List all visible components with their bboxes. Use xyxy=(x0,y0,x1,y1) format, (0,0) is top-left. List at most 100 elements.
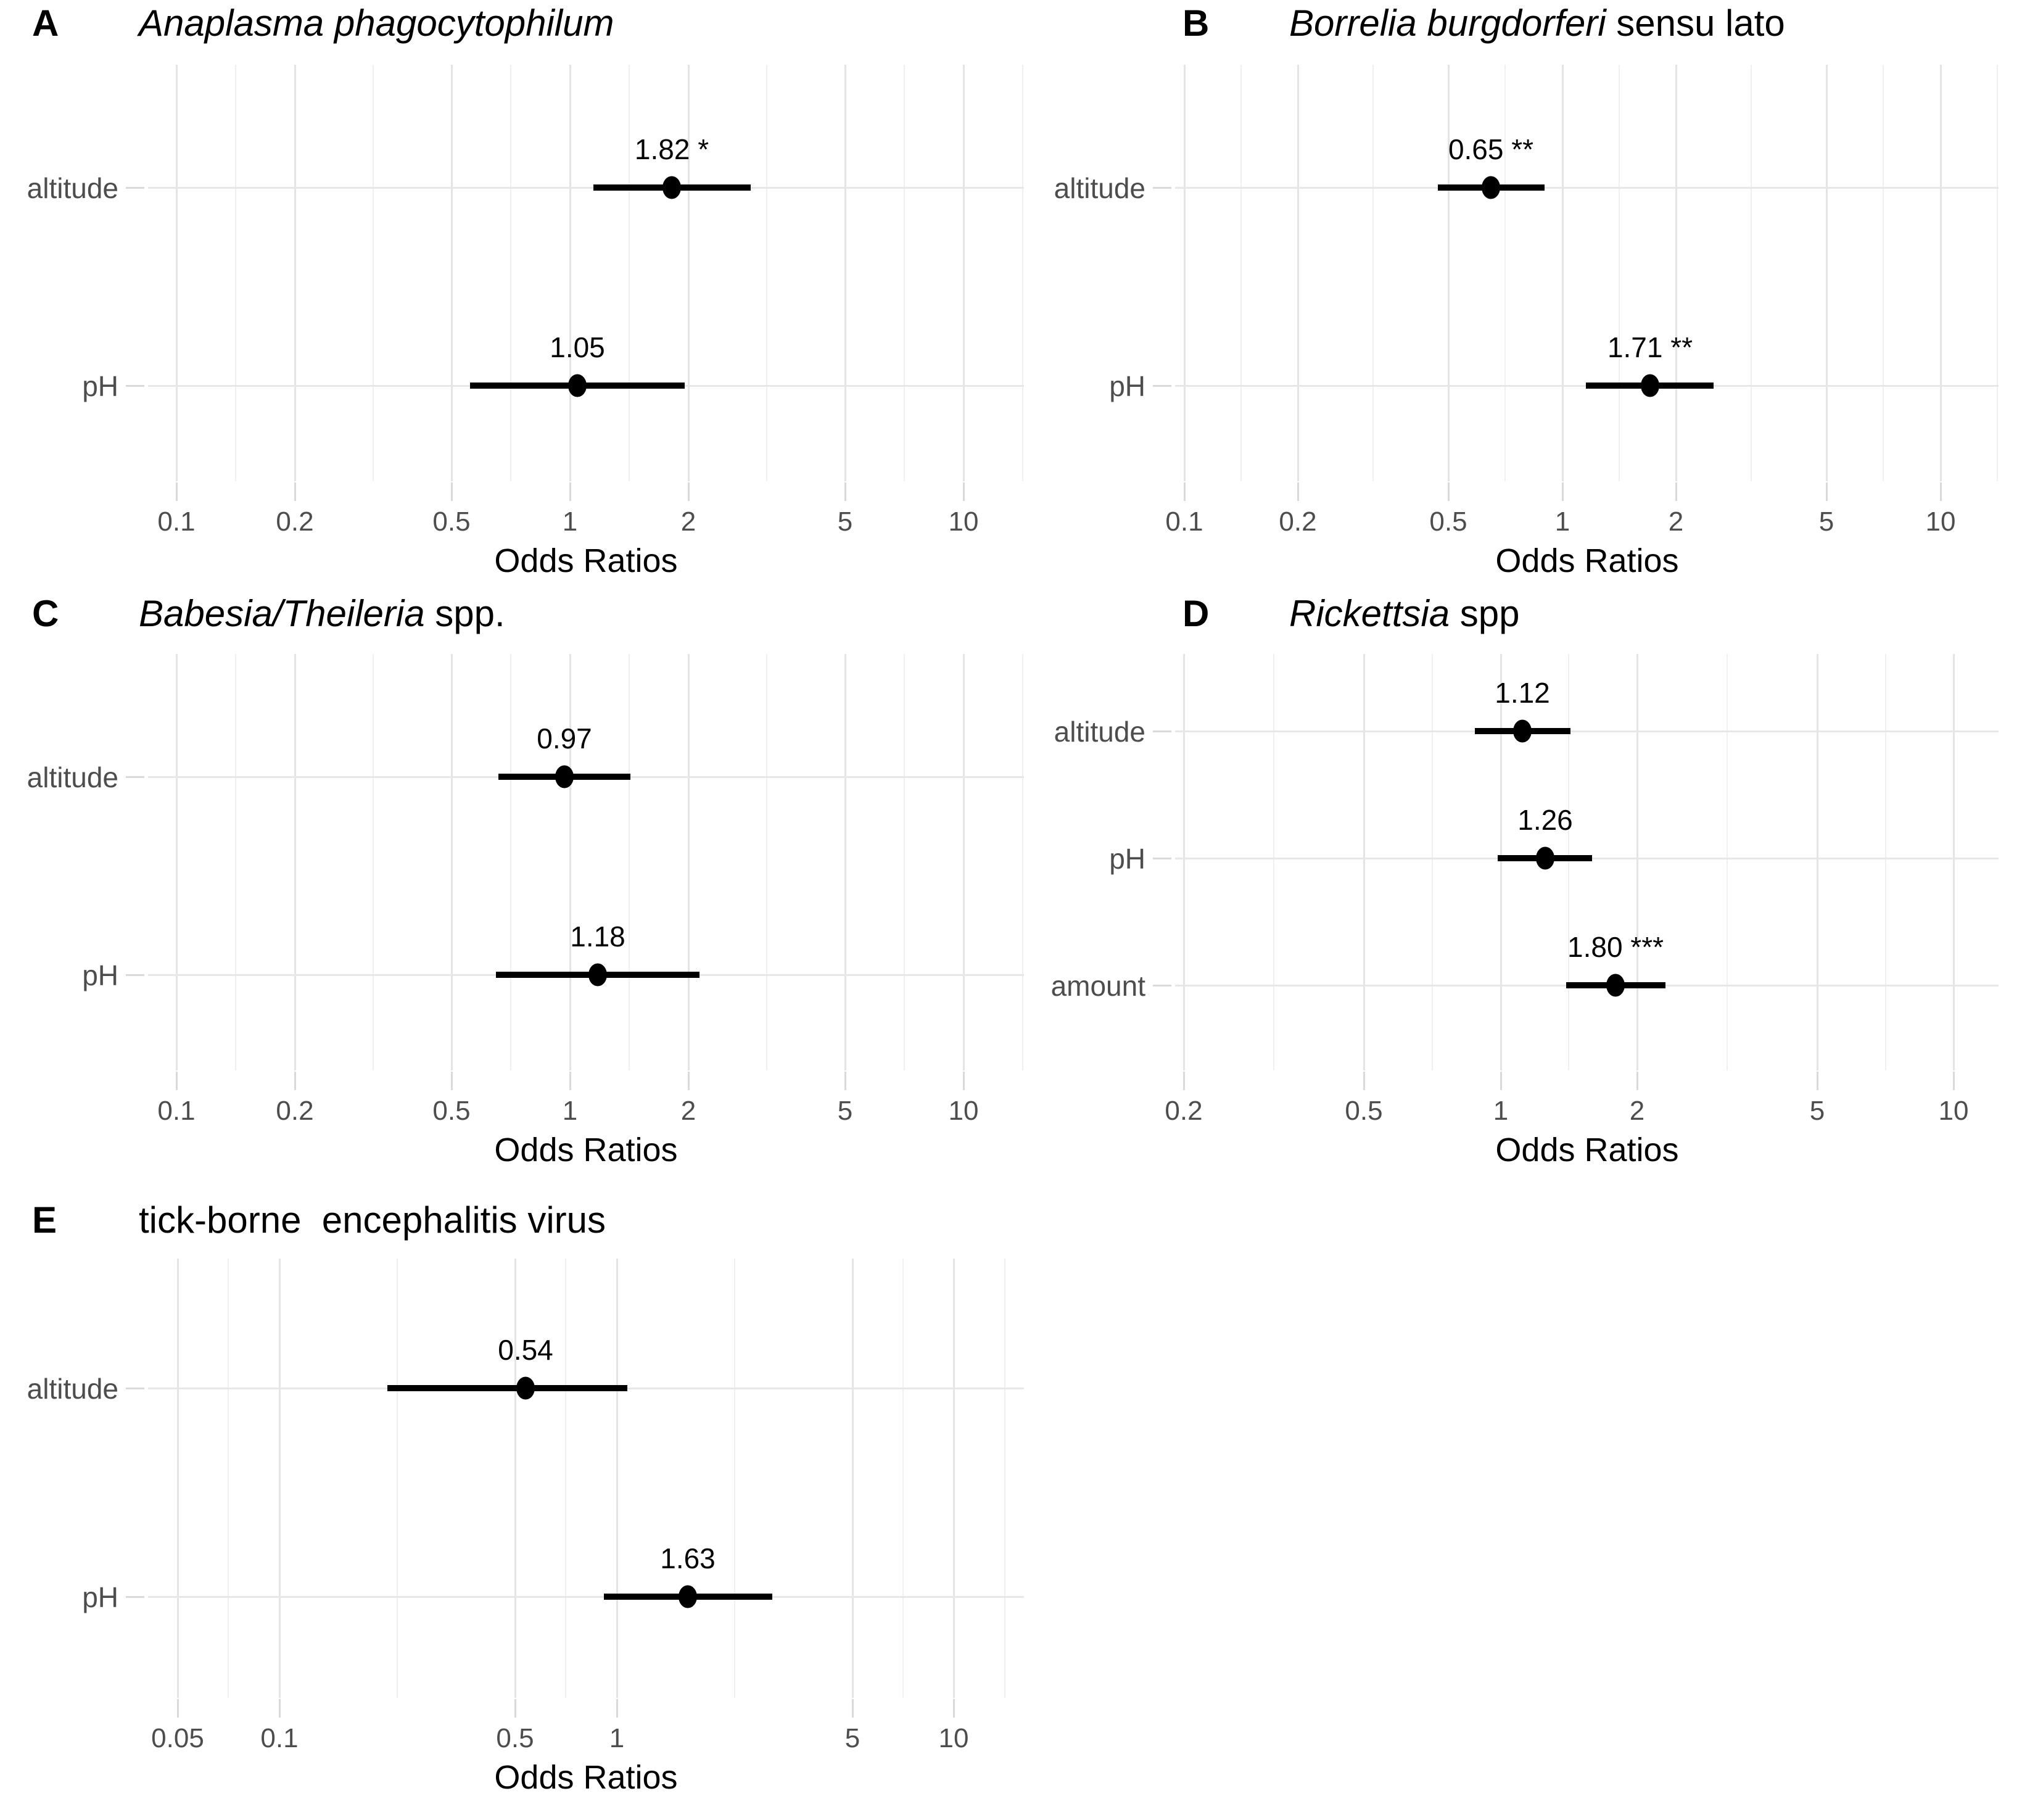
x-axis-tick xyxy=(844,482,846,501)
row-label: pH xyxy=(1109,370,1145,402)
gridline-x-major xyxy=(1297,65,1299,481)
x-axis-title: Odds Ratios xyxy=(1495,542,1679,579)
gridline-x-minor xyxy=(1883,65,1884,481)
panel-title: Babesia/Theileria spp. xyxy=(139,595,505,632)
x-axis-tick xyxy=(844,1072,846,1090)
point-estimate-dot xyxy=(555,765,574,788)
point-estimate-dot xyxy=(1536,846,1554,870)
gridline-x-major xyxy=(963,65,965,481)
x-tick-label: 0.1 xyxy=(260,1723,299,1753)
panel-title-segment: Anaplasma phagocytophilum xyxy=(139,2,614,44)
y-axis-tick xyxy=(1153,730,1171,732)
x-axis-title: Odds Ratios xyxy=(494,1759,678,1796)
x-tick-label: 2 xyxy=(680,1096,696,1126)
estimate-label: 1.80 *** xyxy=(1567,931,1664,963)
gridline-x-minor xyxy=(1997,65,1998,481)
x-tick-label: 2 xyxy=(680,507,696,537)
x-tick-label: 10 xyxy=(1938,1096,1969,1126)
gridline-x-minor xyxy=(1727,654,1728,1070)
gridline-x-major xyxy=(1675,65,1677,481)
x-axis-tick xyxy=(1562,482,1564,501)
x-tick-label: 1 xyxy=(562,507,578,537)
y-axis-tick xyxy=(126,974,144,976)
x-tick-label: 0.5 xyxy=(432,1096,471,1126)
x-tick-label: 1 xyxy=(1493,1096,1509,1126)
x-axis-tick xyxy=(688,1072,690,1090)
gridline-x-minor xyxy=(629,654,630,1070)
gridline-x-minor xyxy=(1504,65,1506,481)
gridline-x-minor xyxy=(235,65,236,481)
point-estimate-dot xyxy=(568,374,587,397)
x-axis-tick xyxy=(1183,1072,1185,1090)
x-axis-title: Odds Ratios xyxy=(494,1131,678,1169)
y-axis-tick xyxy=(126,385,144,387)
y-axis-tick xyxy=(1153,858,1171,859)
gridline-x-minor xyxy=(1568,654,1569,1070)
gridline-x-major xyxy=(451,654,453,1070)
gridline-y xyxy=(148,1596,1024,1598)
gridline-x-major xyxy=(1940,65,1942,481)
x-axis-tick xyxy=(294,1072,296,1090)
gridline-x-minor xyxy=(766,65,767,481)
estimate-label: 0.97 xyxy=(537,722,592,755)
gridline-x-major xyxy=(1184,65,1186,481)
estimate-label: 1.18 xyxy=(570,920,625,953)
gridline-x-major xyxy=(1562,65,1564,481)
x-tick-label: 0.2 xyxy=(276,1096,314,1126)
gridline-x-major xyxy=(688,654,690,1070)
gridline-x-minor xyxy=(1004,1259,1005,1698)
gridline-y xyxy=(1175,187,1999,189)
errorbar xyxy=(387,1385,627,1391)
x-axis-tick xyxy=(1817,1072,1818,1090)
gridline-x-minor xyxy=(1751,65,1752,481)
gridline-x-major xyxy=(176,654,178,1070)
x-axis-tick xyxy=(1363,1072,1365,1090)
x-tick-label: 1 xyxy=(562,1096,578,1126)
row-label: pH xyxy=(82,959,118,991)
gridline-x-minor xyxy=(373,654,374,1070)
x-axis-title: Odds Ratios xyxy=(1495,1131,1679,1169)
x-axis-tick xyxy=(279,1699,281,1718)
x-tick-label: 0.1 xyxy=(1165,507,1203,537)
gridline-y xyxy=(148,187,1024,189)
panel-title-segment: spp. xyxy=(424,593,505,634)
y-axis-tick xyxy=(1153,985,1171,987)
gridline-x-minor xyxy=(235,654,236,1070)
gridline-x-minor xyxy=(1240,65,1242,481)
gridline-x-minor xyxy=(1432,654,1433,1070)
gridline-x-major xyxy=(844,654,846,1070)
x-tick-label: 0.1 xyxy=(157,1096,196,1126)
point-estimate-dot xyxy=(1482,176,1500,199)
panel-title-segment: tick-borne encephalitis virus xyxy=(139,1199,606,1241)
x-axis-tick xyxy=(294,482,296,501)
point-estimate-dot xyxy=(662,176,681,199)
y-axis-tick xyxy=(126,187,144,189)
gridline-x-minor xyxy=(902,1259,904,1698)
estimate-label: 1.71 ** xyxy=(1607,331,1693,363)
gridline-y xyxy=(1175,730,1999,732)
panel-letter: D xyxy=(1182,593,1210,634)
x-tick-label: 0.5 xyxy=(496,1723,534,1753)
gridline-x-major xyxy=(1636,654,1638,1070)
gridline-x-major xyxy=(294,65,296,481)
x-tick-label: 10 xyxy=(1925,507,1956,537)
gridline-x-major xyxy=(1500,654,1502,1070)
gridline-x-minor xyxy=(1022,65,1023,481)
x-tick-label: 5 xyxy=(1818,507,1834,537)
x-axis-tick xyxy=(176,482,178,501)
gridline-x-major xyxy=(1448,65,1450,481)
point-estimate-dot xyxy=(1606,974,1625,997)
x-axis-tick xyxy=(953,1699,955,1718)
y-axis-tick xyxy=(126,776,144,778)
gridline-x-minor xyxy=(734,1259,735,1698)
x-tick-label: 0.5 xyxy=(432,507,471,537)
x-axis-tick xyxy=(1184,482,1186,501)
estimate-label: 1.05 xyxy=(550,331,605,363)
estimate-label: 1.12 xyxy=(1495,677,1550,709)
gridline-x-major xyxy=(1826,65,1828,481)
gridline-x-minor xyxy=(1619,65,1620,481)
x-tick-label: 0.5 xyxy=(1345,1096,1383,1126)
estimate-label: 1.26 xyxy=(1517,804,1573,836)
point-estimate-dot xyxy=(1641,374,1659,397)
row-label: altitude xyxy=(1054,716,1145,748)
